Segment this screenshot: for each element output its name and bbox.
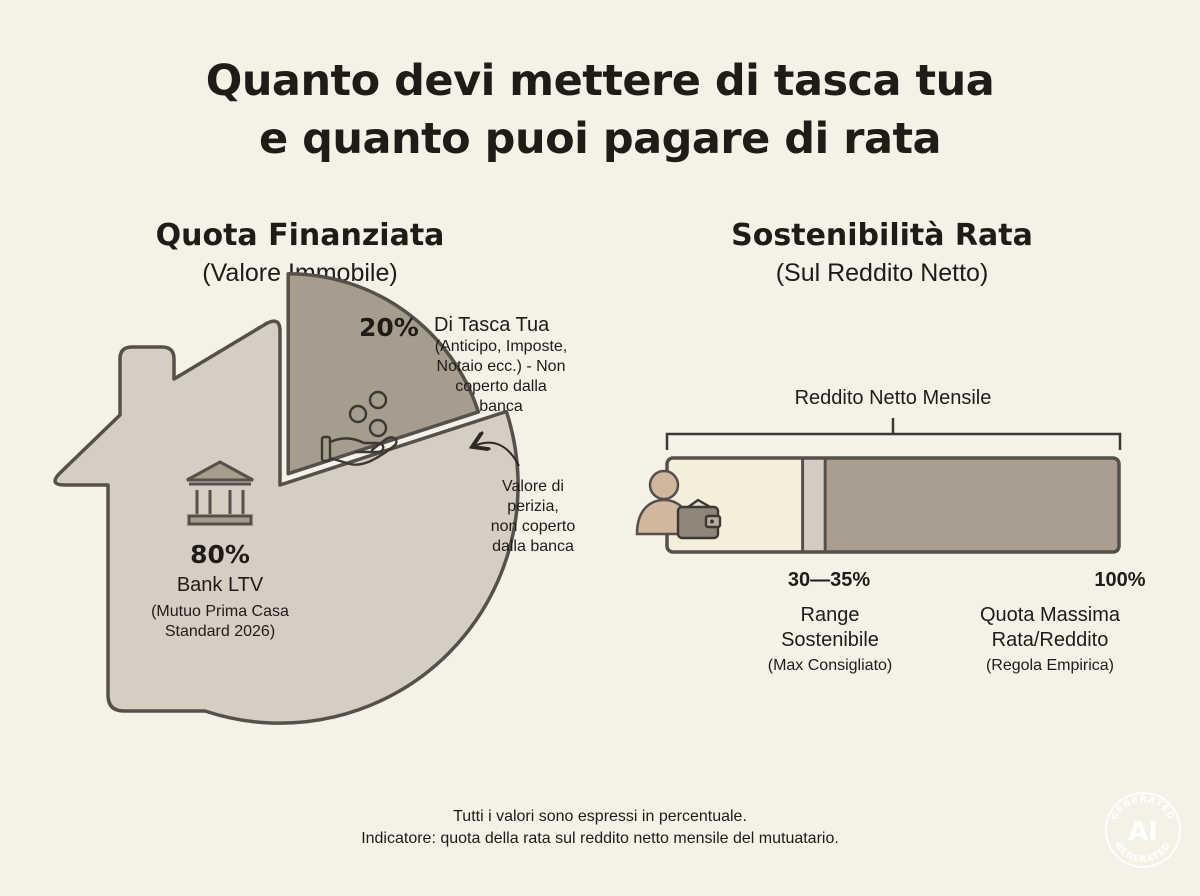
pocket-desc-line-3: coperto dalla [455,378,547,395]
income-bar [667,458,1119,552]
pocket-label: Di Tasca Tua [434,314,550,336]
max-note: (Regola Empirica) [985,657,1115,674]
range-label-line-2: Sostenibile [781,629,879,651]
bank-desc-line-1: (Mutuo Prima Casa [151,603,289,620]
left-section-title: Quota Finanziata [155,218,445,253]
income-bar-segment-2 [802,458,826,552]
pocket-desc-line-2: Notaio ecc.) - Non [436,358,566,375]
main-title: Quanto devi mettere di tasca tua e quant… [0,52,1200,168]
bank-label: Bank LTV [176,574,264,596]
annotation-line-2: perizia, [507,498,559,515]
right-section-title: Sostenibilità Rata [731,218,1033,253]
max-label-line-1: Quota Massima [979,604,1121,626]
footer-line-2: Indicatore: quota della rata sul reddito… [361,830,839,847]
ai-generated-badge: GENERATED GENERATED AI [1103,790,1183,870]
range-value: 30—35% [787,569,871,591]
right-section-subtitle: (Sul Reddito Netto) [775,259,989,287]
badge-center-text: AI [1128,817,1158,847]
hand-coins-icon [320,390,398,466]
annotation-line-1: Valore di [502,478,564,495]
pocket-percent: 20% [359,313,419,342]
house-pie-slice-bank [53,319,520,725]
max-value: 100% [1094,569,1146,591]
wallet-icon [676,498,722,540]
annotation-line-4: dalla banca [492,538,574,555]
bracket-label: Reddito Netto Mensile [794,387,992,409]
main-title-line-1: Quanto devi mettere di tasca tua [205,56,995,106]
pocket-desc: (Anticipo, Imposte, Notaio ecc.) - Non c… [410,337,592,417]
ai-badge-graphic: GENERATED GENERATED AI [1105,792,1181,868]
appraisal-annotation: Valore di perizia, non coperto dalla ban… [478,477,588,557]
pocket-desc-line-1: (Anticipo, Imposte, [434,338,568,355]
footer-note: Tutti i valori sono espressi in percentu… [0,806,1200,850]
pie-slice-pocket [286,271,481,476]
income-bar-segment-3 [825,458,1119,552]
bank-desc-line-2: Standard 2026) [164,623,276,640]
main-title-line-2: e quanto puoi pagare di rata [258,114,942,164]
range-note: (Max Consigliato) [767,657,893,674]
income-bracket [665,418,1122,450]
footer-line-1: Tutti i valori sono espressi in percentu… [453,808,747,825]
pocket-desc-line-4: banca [479,398,523,415]
annotation-arrow [474,443,520,467]
annotation-line-3: non coperto [490,518,576,535]
range-label-line-1: Range [800,604,860,626]
bank-icon [186,460,254,526]
bank-percent: 80% [190,540,250,569]
max-label-line-2: Rata/Reddito [991,629,1109,651]
